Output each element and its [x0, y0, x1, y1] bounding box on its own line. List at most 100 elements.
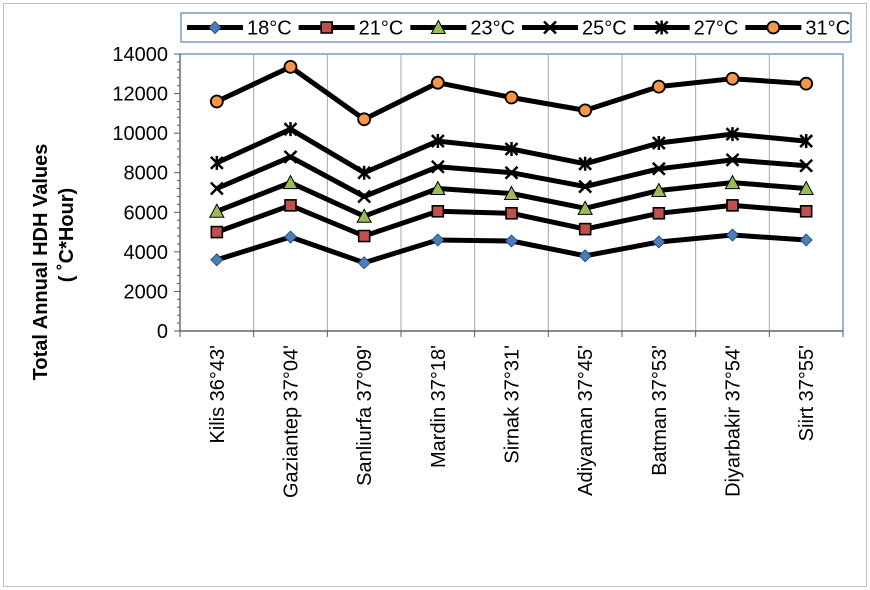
data-point	[724, 174, 741, 190]
data-point	[651, 79, 666, 94]
data-point	[430, 134, 445, 149]
legend-label: 25°C	[582, 18, 627, 40]
data-point	[650, 182, 667, 198]
circle-marker	[651, 79, 666, 94]
x-marker	[357, 189, 372, 204]
square-marker	[320, 21, 333, 34]
y-tick-label: 8000	[124, 163, 169, 185]
legend-label: 27°C	[694, 18, 739, 40]
legend-marker	[543, 20, 557, 35]
data-point	[430, 75, 445, 90]
star-marker	[209, 155, 224, 170]
legend-marker	[208, 20, 222, 35]
data-point	[284, 199, 297, 212]
data-point	[283, 150, 298, 164]
square-marker	[431, 204, 445, 218]
y-tick-label: 2000	[124, 281, 169, 303]
data-point	[577, 200, 594, 215]
data-point	[210, 253, 224, 267]
diamond-marker	[725, 228, 740, 242]
triangle-marker	[503, 185, 520, 200]
data-point	[578, 249, 592, 263]
x-tick-label: Kilis 36°43'	[207, 345, 229, 444]
star-marker	[430, 134, 445, 149]
x-marker	[430, 159, 445, 174]
circle-marker	[578, 103, 593, 118]
x-tick-label: Adiyaman 37°45'	[575, 345, 597, 496]
data-point	[798, 180, 815, 196]
diamond-marker	[210, 253, 224, 267]
data-point	[208, 203, 225, 218]
x-tick-label: Diyarbakir 37°54'	[723, 345, 745, 497]
triangle-marker	[429, 180, 446, 196]
chart-frame	[3, 3, 867, 587]
x-marker	[209, 181, 224, 196]
legend-box	[180, 12, 852, 43]
square-marker	[505, 206, 518, 220]
x-marker	[543, 20, 557, 35]
star-marker	[357, 165, 372, 180]
y-tick-label: 14000	[112, 44, 168, 66]
triangle-marker	[282, 174, 299, 190]
data-point	[283, 230, 298, 244]
x-marker	[578, 179, 593, 194]
data-point	[357, 189, 372, 204]
data-point	[578, 222, 592, 236]
data-point	[209, 155, 224, 170]
data-point	[578, 179, 593, 194]
data-point	[726, 199, 739, 212]
y-axis-title: Total Annual HDH Values	[30, 144, 52, 381]
data-point	[283, 59, 298, 74]
star-marker	[654, 20, 669, 35]
data-point	[431, 204, 445, 218]
circle-marker	[430, 75, 445, 90]
legend-marker	[766, 20, 781, 35]
data-point	[504, 141, 519, 156]
data-point	[504, 90, 519, 105]
y-tick-label: 4000	[124, 242, 169, 264]
data-point	[209, 181, 224, 196]
data-point	[725, 228, 740, 242]
data-point	[430, 159, 445, 174]
circle-marker	[357, 112, 372, 127]
data-point	[209, 94, 224, 109]
x-marker	[651, 161, 666, 176]
x-marker	[725, 152, 740, 167]
x-marker	[504, 165, 519, 180]
data-point	[357, 165, 372, 180]
circle-marker	[209, 94, 224, 109]
data-point	[652, 206, 666, 220]
triangle-marker	[356, 208, 373, 223]
x-tick-label: Mardin 37°18'	[428, 345, 450, 468]
data-point	[725, 152, 740, 167]
triangle-marker	[430, 19, 447, 34]
square-marker	[726, 199, 739, 212]
circle-marker	[504, 90, 519, 105]
legend-marker	[654, 20, 669, 35]
data-point	[283, 122, 298, 137]
square-marker	[799, 204, 813, 218]
triangle-marker	[724, 174, 741, 190]
star-marker	[651, 136, 666, 151]
diamond-marker	[799, 233, 813, 247]
triangle-marker	[798, 180, 815, 196]
triangle-marker	[577, 200, 594, 215]
circle-marker	[283, 59, 298, 74]
diamond-marker	[652, 235, 666, 249]
diamond-marker	[357, 256, 371, 270]
data-point	[504, 165, 519, 180]
data-point	[578, 103, 593, 118]
x-tick-label: Sanliurfa 37°09'	[354, 345, 376, 486]
square-marker	[357, 229, 371, 243]
star-marker	[725, 127, 740, 142]
square-marker	[210, 225, 224, 239]
x-marker	[799, 158, 814, 173]
data-point	[725, 71, 740, 86]
data-point	[505, 206, 518, 220]
square-marker	[652, 206, 666, 220]
star-marker	[799, 134, 814, 149]
x-tick-label: Batman 37°53'	[649, 345, 671, 476]
data-point	[429, 180, 446, 196]
legend-label: 23°C	[470, 18, 515, 40]
